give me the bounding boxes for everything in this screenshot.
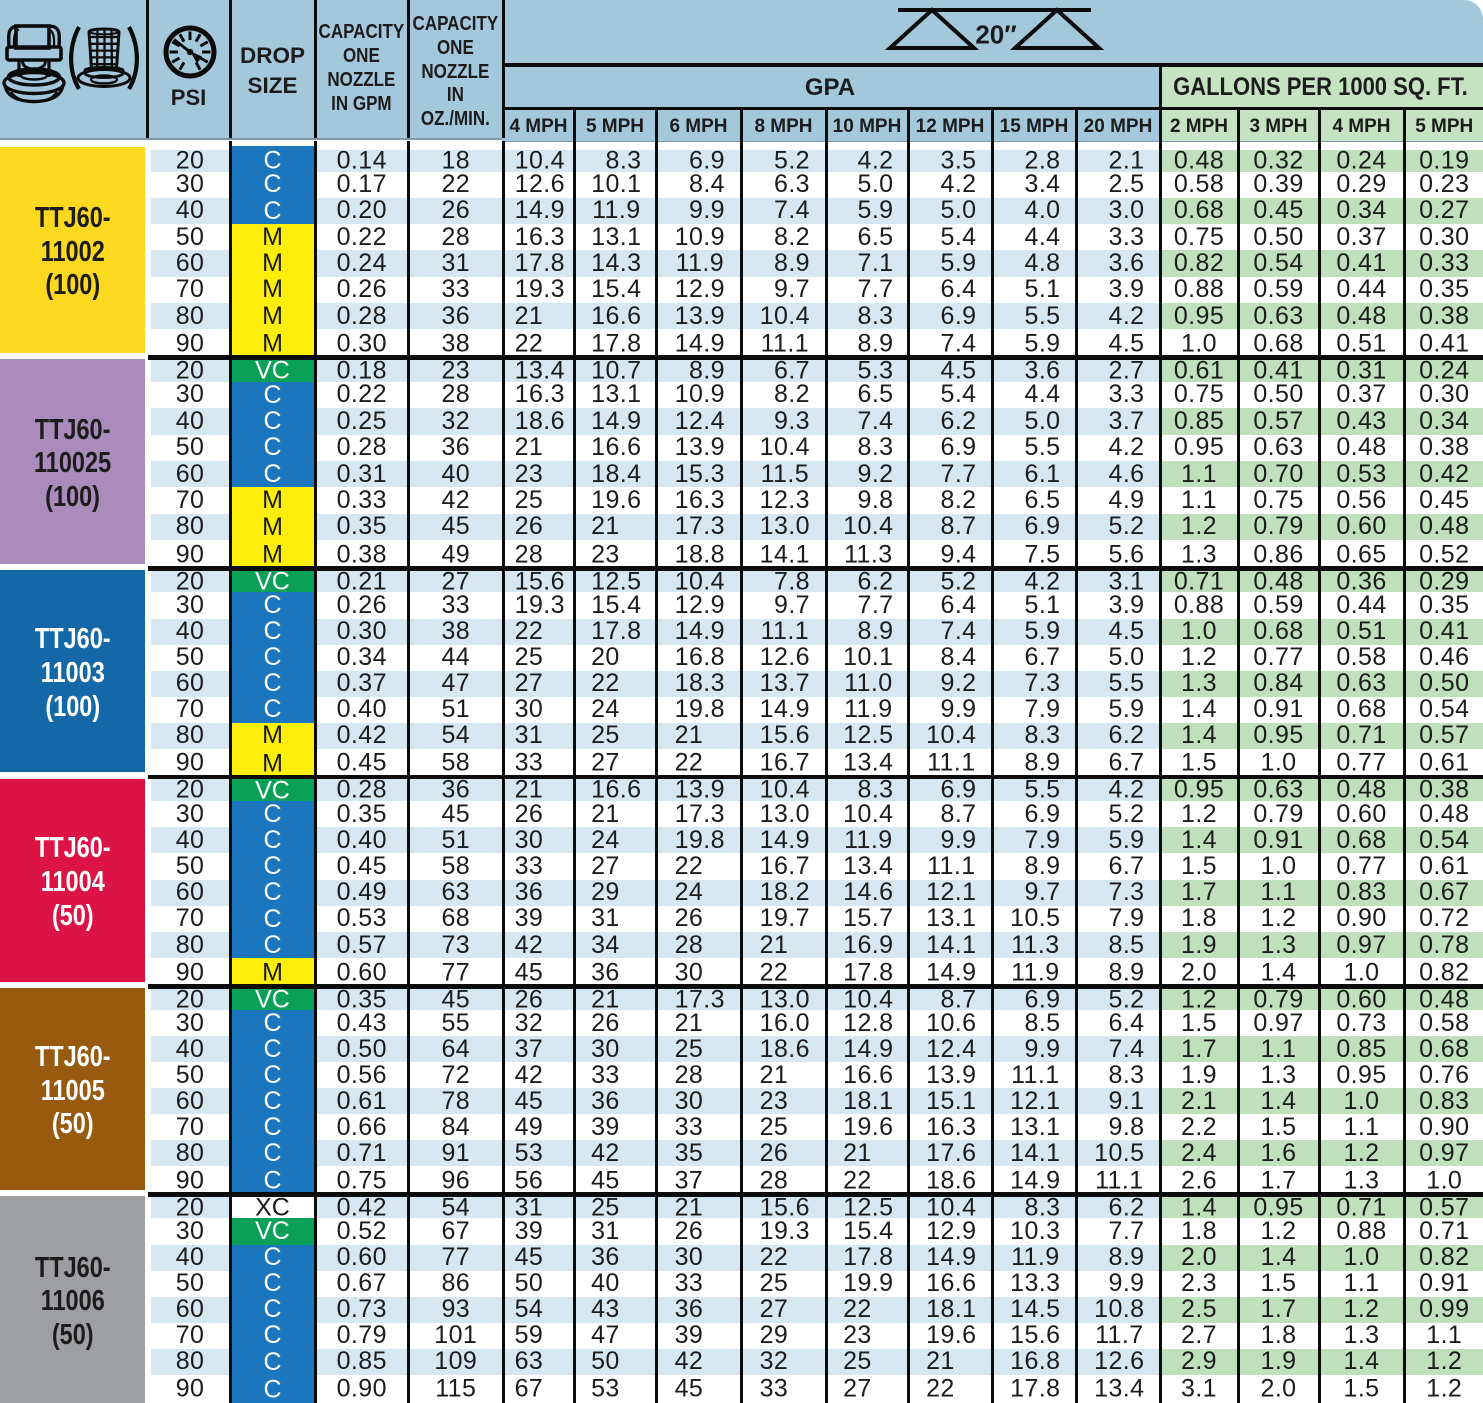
svg-text:20″: 20″ [975, 20, 1016, 50]
